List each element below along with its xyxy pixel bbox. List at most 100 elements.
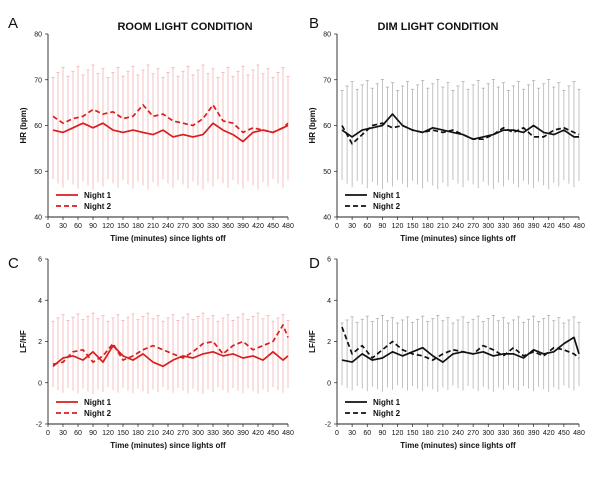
x-tick-label: 270 (177, 430, 189, 437)
x-tick-label: 330 (498, 430, 510, 437)
y-axis-label: HR (bpm) (308, 107, 317, 143)
legend-label: Night 1 (84, 398, 112, 407)
legend-label: Night 2 (84, 409, 112, 418)
legend-label: Night 1 (373, 398, 401, 407)
x-tick-label: 390 (237, 430, 249, 437)
x-axis-label: Time (minutes) since lights off (400, 441, 516, 450)
panel-letter: A (8, 15, 18, 32)
y-tick-label: 4 (38, 298, 42, 305)
x-tick-label: 480 (282, 430, 294, 437)
panel-letter: D (309, 255, 320, 272)
x-tick-label: 120 (102, 223, 114, 230)
series-line-night-1 (341, 113, 579, 141)
legend-label: Night 2 (373, 409, 401, 418)
x-tick-label: 60 (363, 223, 371, 230)
x-tick-label: 60 (74, 430, 82, 437)
x-tick-label: 270 (467, 430, 479, 437)
x-tick-label: 90 (89, 430, 97, 437)
panel-letter: B (309, 15, 319, 32)
x-tick-label: 180 (132, 430, 144, 437)
series-line-night-2 (52, 324, 289, 366)
legend-label: Night 1 (84, 191, 112, 200)
x-tick-label: 300 (192, 223, 204, 230)
x-axis-label: Time (minutes) since lights off (110, 441, 226, 450)
x-tick-label: 480 (282, 223, 294, 230)
x-tick-label: 180 (422, 430, 434, 437)
x-tick-label: 150 (407, 223, 419, 230)
x-tick-label: 480 (573, 223, 585, 230)
error-bars (340, 79, 581, 190)
x-tick-label: 180 (132, 223, 144, 230)
x-tick-label: 420 (252, 430, 264, 437)
x-tick-label: 300 (192, 430, 204, 437)
x-tick-label: 210 (437, 223, 449, 230)
x-axis-label: Time (minutes) since lights off (110, 234, 226, 243)
x-tick-label: 270 (177, 223, 189, 230)
y-tick-label: 70 (34, 77, 42, 84)
x-tick-label: 450 (267, 430, 279, 437)
x-tick-label: 30 (348, 223, 356, 230)
x-tick-label: 450 (558, 430, 570, 437)
x-tick-label: 330 (207, 430, 219, 437)
x-tick-label: 300 (482, 223, 494, 230)
x-axis-label: Time (minutes) since lights off (400, 234, 516, 243)
panel-letter: C (8, 255, 19, 272)
y-axis-label: HR (bpm) (19, 107, 28, 143)
x-tick-label: 330 (207, 223, 219, 230)
panel-title: DIM LIGHT CONDITION (378, 21, 499, 33)
y-tick-label: 60 (323, 123, 331, 130)
series-line-night-1 (52, 122, 289, 143)
x-tick-label: 210 (147, 430, 159, 437)
legend-label: Night 2 (84, 202, 112, 211)
x-tick-label: 150 (117, 223, 129, 230)
y-tick-label: 60 (34, 123, 42, 130)
x-tick-label: 90 (378, 430, 386, 437)
y-tick-label: 4 (327, 298, 331, 305)
panel-title: ROOM LIGHT CONDITION (117, 21, 252, 33)
error-bars (51, 64, 290, 190)
x-tick-label: 420 (543, 223, 555, 230)
y-tick-label: 50 (323, 169, 331, 176)
series-line-night-1 (52, 344, 289, 368)
x-tick-label: 240 (162, 223, 174, 230)
x-tick-label: 480 (573, 430, 585, 437)
x-tick-label: 90 (89, 223, 97, 230)
x-tick-label: 450 (267, 223, 279, 230)
x-tick-label: 420 (252, 223, 264, 230)
series-line-night-2 (341, 326, 580, 361)
y-axis-label: LF/HF (308, 330, 317, 353)
panel-a: A ROOM LIGHT CONDITION 0 30 60 90 120 150 180 210… (8, 15, 294, 243)
x-tick-label: 180 (422, 223, 434, 230)
x-tick-label: 240 (162, 430, 174, 437)
x-tick-label: 390 (528, 430, 540, 437)
y-axis-label: LF/HF (19, 330, 28, 353)
legend-label: Night 2 (373, 202, 401, 211)
y-tick-label: 80 (34, 32, 42, 39)
x-tick-label: 360 (222, 223, 234, 230)
y-tick-label: 2 (38, 339, 42, 346)
x-tick-label: 390 (237, 223, 249, 230)
panel-d: D0 30 60 90 120 150 180 210 240 270 300 330 360 390 42… (308, 255, 585, 450)
x-tick-label: 450 (558, 223, 570, 230)
y-tick-label: 40 (34, 215, 42, 222)
x-tick-label: 120 (392, 430, 404, 437)
x-tick-label: 390 (528, 223, 540, 230)
x-tick-label: 150 (407, 430, 419, 437)
x-tick-label: 360 (222, 430, 234, 437)
x-tick-label: 30 (348, 430, 356, 437)
x-tick-label: 30 (59, 223, 67, 230)
x-tick-label: 240 (452, 430, 464, 437)
x-tick-label: 420 (543, 430, 555, 437)
x-tick-label: 240 (452, 223, 464, 230)
y-tick-label: 0 (327, 380, 331, 387)
x-tick-label: 60 (363, 430, 371, 437)
x-tick-label: 300 (482, 430, 494, 437)
y-tick-label: 6 (38, 257, 42, 264)
x-tick-label: 270 (467, 223, 479, 230)
y-tick-label: 50 (34, 169, 42, 176)
y-tick-label: -2 (36, 422, 42, 429)
x-tick-label: 120 (392, 223, 404, 230)
y-tick-label: -2 (325, 422, 331, 429)
x-tick-label: 0 (335, 223, 339, 230)
